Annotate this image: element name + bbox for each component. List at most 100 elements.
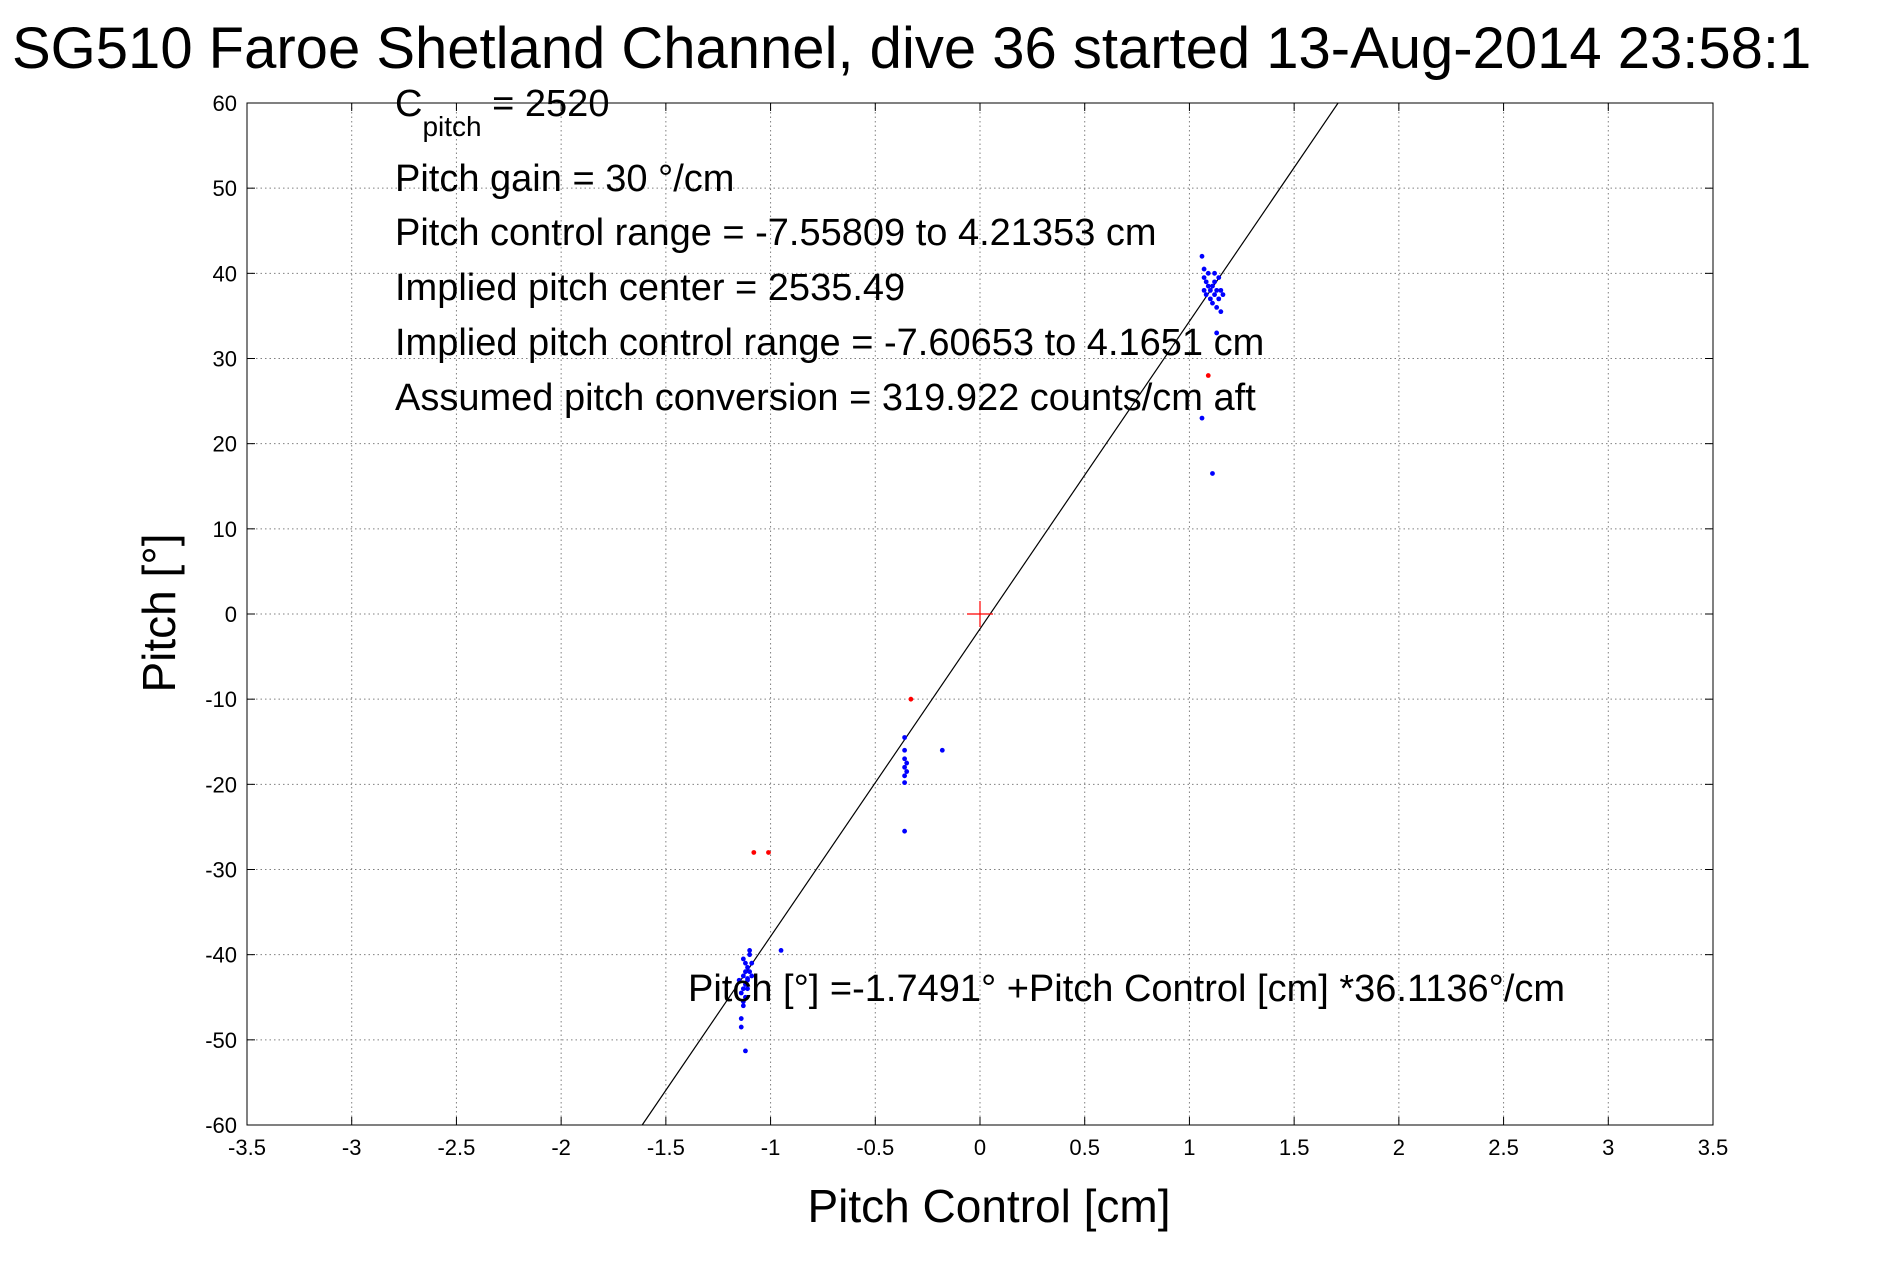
data-point (740, 1003, 746, 1009)
data-point (743, 969, 748, 975)
x-tick-labels: -3.5 -3 -2.5 -2 -1.5 -1 -0.5 0 0.5 1 1.5 2 2.5 3 3.5 (228, 1135, 1728, 1160)
x-tick-label: 3.5 (1698, 1135, 1729, 1160)
y-tick-label: -40 (205, 943, 237, 968)
x-tick-label: 1.5 (1279, 1135, 1310, 1160)
data-point (1216, 275, 1222, 280)
annotation-cpitch-value: = 2520 (482, 83, 610, 125)
annotation-block: Cpitch = 2520 Pitch gain = 30 °/cm Pitch… (395, 83, 1264, 419)
x-tick-label: 0 (974, 1135, 986, 1160)
data-point (745, 965, 750, 970)
data-point (743, 960, 748, 966)
y-tick-label: 40 (213, 261, 237, 286)
x-tick-label: -1 (761, 1135, 781, 1160)
data-point (1214, 287, 1220, 293)
data-point (1201, 266, 1207, 272)
data-point (740, 999, 746, 1004)
y-tick-label: 60 (213, 91, 237, 116)
plot-content (641, 102, 1339, 1126)
y-tick-label: -30 (205, 858, 237, 883)
data-point (902, 756, 908, 762)
annotation-cpitch-main: C (395, 83, 422, 125)
data-point (1210, 300, 1215, 306)
data-point (1218, 309, 1224, 315)
x-tick-label: -2 (551, 1135, 571, 1160)
annotation-cpitch: Cpitch = 2520 (395, 83, 609, 142)
fit-equation-label: Pitch [°] =-1.7491° +Pitch Control [cm] … (688, 968, 1565, 1010)
data-series-0 (736, 253, 1226, 1054)
x-tick-label: -3.5 (228, 1135, 266, 1160)
data-point (1214, 330, 1220, 336)
x-tick-label: -0.5 (856, 1135, 894, 1160)
data-point (740, 956, 746, 962)
y-tick-label: -50 (205, 1028, 237, 1053)
grid (247, 103, 1713, 1125)
data-point (747, 969, 753, 975)
data-point (736, 977, 742, 983)
data-point (1203, 279, 1209, 285)
x-tick-label: -3 (342, 1135, 362, 1160)
y-axis-label: Pitch [°] (133, 533, 185, 692)
data-point (1203, 292, 1209, 298)
data-point (740, 973, 746, 979)
data-point (745, 976, 750, 981)
data-point (902, 735, 908, 740)
data-point (743, 994, 748, 1000)
center-marker (967, 601, 993, 627)
data-point (908, 696, 914, 702)
data-point (904, 769, 910, 774)
data-point (902, 747, 908, 753)
data-point (1212, 292, 1217, 298)
data-point (1201, 275, 1207, 280)
y-tick-label: -10 (205, 687, 237, 712)
x-axis-label: Pitch Control [cm] (808, 1180, 1171, 1232)
data-point (747, 948, 753, 953)
y-tick-label: 20 (213, 432, 237, 457)
y-tick-labels: -60 -50 -40 -30 -20 -10 0 10 20 30 40 50 60 (205, 91, 237, 1138)
data-point (902, 764, 908, 770)
data-point (1220, 292, 1226, 298)
x-tick-label: 0.5 (1069, 1135, 1100, 1160)
plot-frame (246, 102, 1714, 1126)
data-point (1214, 305, 1220, 310)
annotation-center: Implied pitch center = 2535.49 (395, 267, 905, 309)
data-point (738, 990, 744, 996)
data-point (902, 828, 908, 834)
x-tick-label: 1 (1183, 1135, 1195, 1160)
data-point (751, 850, 757, 855)
data-point (1199, 415, 1205, 421)
x-tick-label: -2.5 (437, 1135, 475, 1160)
data-point (738, 1016, 744, 1021)
data-point (743, 982, 748, 987)
annotation-gain: Pitch gain = 30 °/cm (395, 158, 734, 200)
y-tick-label: 30 (213, 347, 237, 372)
x-tick-label: 2.5 (1488, 1135, 1519, 1160)
data-point (902, 780, 908, 786)
chart-title: SG510 Faroe Shetland Channel, dive 36 st… (12, 16, 1811, 81)
data-point (1210, 471, 1215, 476)
x-tick-label: -1.5 (647, 1135, 685, 1160)
y-tick-label: 0 (225, 602, 237, 627)
data-point (749, 960, 755, 966)
annotation-implied-range: Implied pitch control range = -7.60653 t… (395, 322, 1264, 364)
y-tick-label: -60 (205, 1113, 237, 1138)
data-point (904, 760, 910, 766)
data-point (745, 986, 750, 992)
data-point (778, 948, 784, 953)
annotation-range: Pitch control range = -7.55809 to 4.2135… (395, 212, 1157, 254)
y-tick-label: 10 (213, 517, 237, 542)
data-point (1205, 270, 1211, 276)
data-point (747, 952, 753, 958)
data-point (902, 773, 908, 779)
x-tick-label: 3 (1602, 1135, 1614, 1160)
annotation-conversion: Assumed pitch conversion = 319.922 count… (395, 377, 1256, 419)
data-point (1207, 287, 1213, 293)
data-point (743, 1048, 748, 1054)
data-point (1210, 283, 1215, 289)
data-point (766, 850, 771, 855)
data-point (1207, 296, 1213, 302)
data-point (1199, 253, 1205, 259)
data-point (1201, 287, 1207, 293)
data-point (1205, 283, 1211, 289)
